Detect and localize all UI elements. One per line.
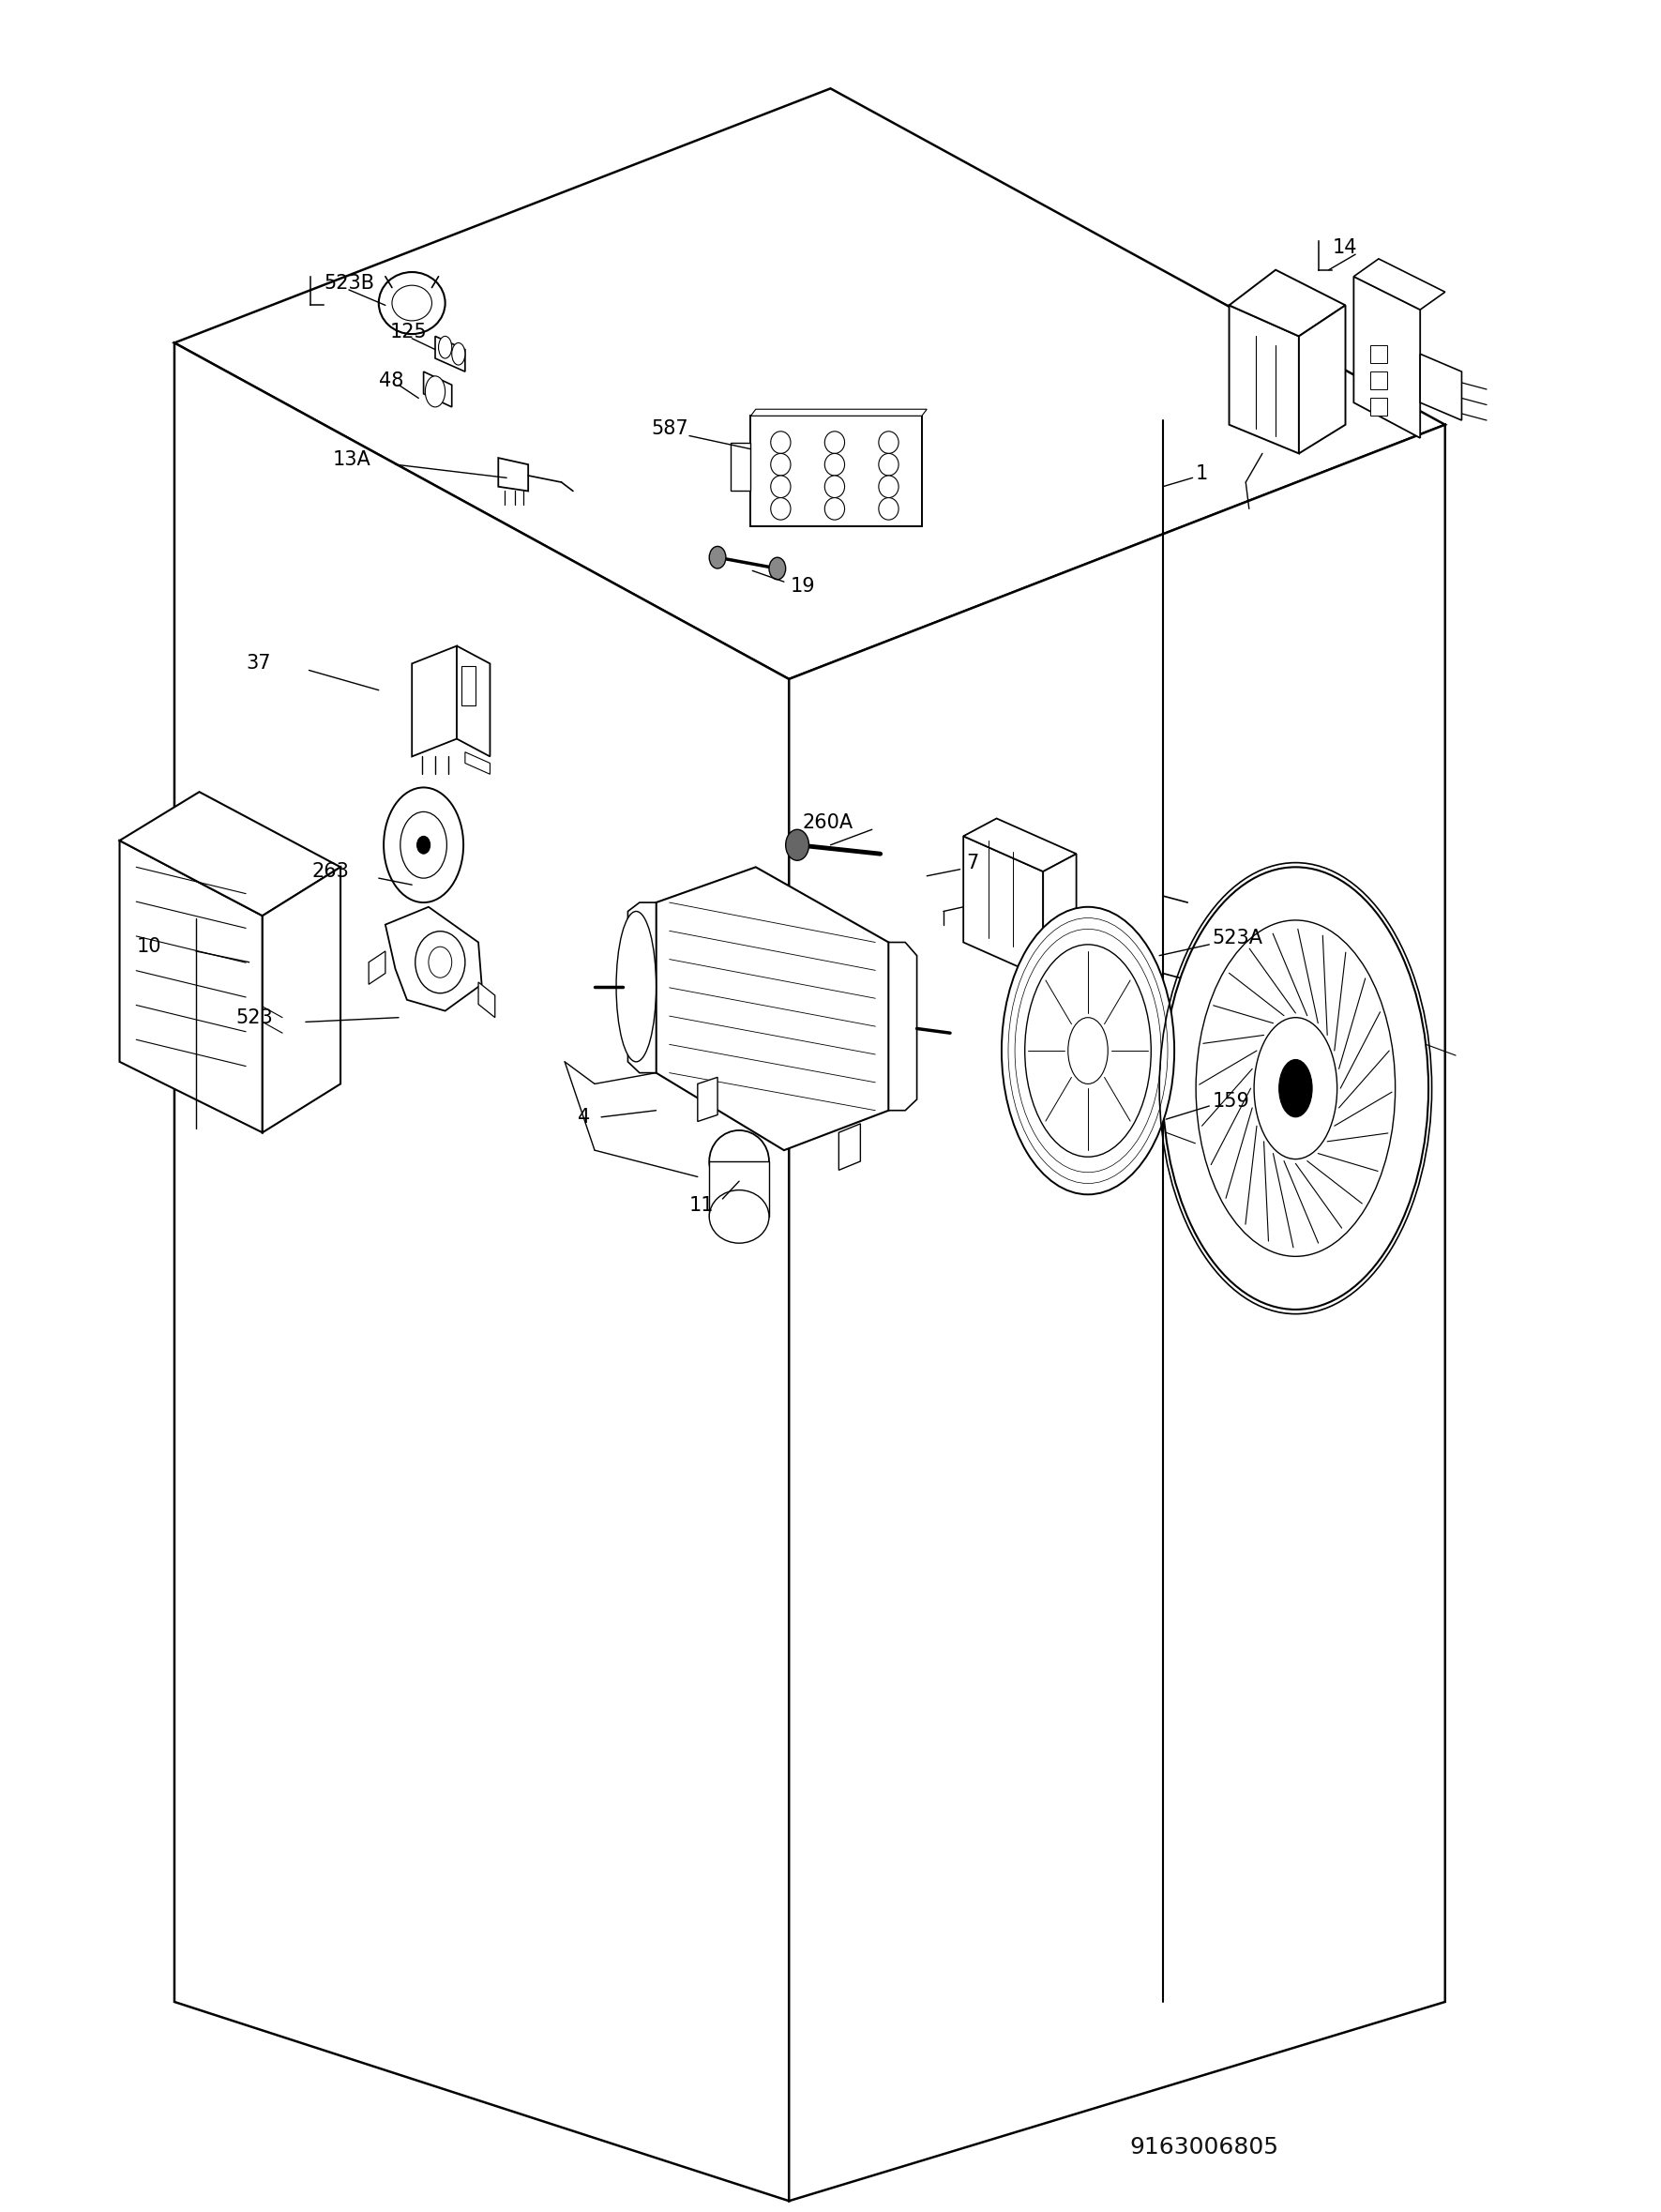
Text: 48: 48 xyxy=(379,372,404,389)
Polygon shape xyxy=(498,458,528,491)
Ellipse shape xyxy=(786,830,809,860)
Ellipse shape xyxy=(771,453,791,476)
Ellipse shape xyxy=(1254,1018,1337,1159)
Polygon shape xyxy=(1354,276,1420,438)
Ellipse shape xyxy=(1279,1060,1312,1117)
Ellipse shape xyxy=(769,557,786,580)
Text: 587: 587 xyxy=(651,420,688,438)
Ellipse shape xyxy=(1196,920,1395,1256)
Ellipse shape xyxy=(429,947,452,978)
Ellipse shape xyxy=(439,336,452,358)
Ellipse shape xyxy=(879,498,899,520)
Ellipse shape xyxy=(824,476,844,498)
Polygon shape xyxy=(839,1124,860,1170)
Text: 37: 37 xyxy=(246,655,271,672)
Polygon shape xyxy=(1043,854,1076,978)
Bar xyxy=(1370,372,1387,389)
Polygon shape xyxy=(709,1161,769,1217)
Polygon shape xyxy=(412,646,457,757)
Text: 523B: 523B xyxy=(324,274,374,292)
Polygon shape xyxy=(889,942,917,1110)
Ellipse shape xyxy=(392,285,432,321)
Ellipse shape xyxy=(771,431,791,453)
Polygon shape xyxy=(120,841,262,1133)
Polygon shape xyxy=(1299,305,1345,453)
Polygon shape xyxy=(1229,270,1345,336)
Polygon shape xyxy=(731,442,751,491)
Polygon shape xyxy=(478,982,495,1018)
Ellipse shape xyxy=(879,476,899,498)
Ellipse shape xyxy=(1025,945,1151,1157)
Ellipse shape xyxy=(709,546,726,568)
Text: 1: 1 xyxy=(1196,465,1208,482)
Ellipse shape xyxy=(425,376,445,407)
Polygon shape xyxy=(174,343,789,2201)
Text: 260A: 260A xyxy=(802,814,854,832)
Text: 19: 19 xyxy=(791,577,816,595)
Ellipse shape xyxy=(824,498,844,520)
Polygon shape xyxy=(385,907,482,1011)
Text: 10: 10 xyxy=(136,938,161,956)
Text: 4: 4 xyxy=(578,1108,590,1126)
Text: 159: 159 xyxy=(1213,1093,1251,1110)
Ellipse shape xyxy=(879,453,899,476)
Polygon shape xyxy=(963,818,1076,872)
Bar xyxy=(1370,345,1387,363)
Ellipse shape xyxy=(1163,867,1428,1310)
Text: 523A: 523A xyxy=(1213,929,1262,947)
Polygon shape xyxy=(1354,259,1445,310)
Bar xyxy=(462,666,475,706)
Ellipse shape xyxy=(415,931,465,993)
Text: 13A: 13A xyxy=(332,451,370,469)
Polygon shape xyxy=(751,409,927,416)
Polygon shape xyxy=(120,792,341,916)
Ellipse shape xyxy=(379,272,445,334)
Polygon shape xyxy=(751,416,922,526)
Ellipse shape xyxy=(771,498,791,520)
Polygon shape xyxy=(262,867,341,1133)
Polygon shape xyxy=(963,836,1043,978)
Text: 11: 11 xyxy=(689,1197,714,1214)
Ellipse shape xyxy=(1002,907,1174,1194)
Ellipse shape xyxy=(616,911,656,1062)
Ellipse shape xyxy=(384,787,463,902)
Text: 9163006805: 9163006805 xyxy=(1129,2137,1279,2159)
Polygon shape xyxy=(1229,305,1299,453)
Ellipse shape xyxy=(879,431,899,453)
Text: 263: 263 xyxy=(312,863,350,880)
Polygon shape xyxy=(424,372,452,407)
Polygon shape xyxy=(457,646,490,757)
Polygon shape xyxy=(435,336,465,372)
Text: 7: 7 xyxy=(967,854,978,872)
Ellipse shape xyxy=(709,1190,769,1243)
Polygon shape xyxy=(628,902,656,1073)
Bar xyxy=(1370,398,1387,416)
Text: 14: 14 xyxy=(1332,239,1357,257)
Ellipse shape xyxy=(709,1130,769,1192)
Ellipse shape xyxy=(400,812,447,878)
Ellipse shape xyxy=(417,836,430,854)
Text: 125: 125 xyxy=(390,323,427,341)
Ellipse shape xyxy=(824,431,844,453)
Polygon shape xyxy=(1420,354,1462,420)
Polygon shape xyxy=(465,752,490,774)
Ellipse shape xyxy=(771,476,791,498)
Ellipse shape xyxy=(452,343,465,365)
Ellipse shape xyxy=(824,453,844,476)
Ellipse shape xyxy=(1068,1018,1108,1084)
Text: 523: 523 xyxy=(236,1009,272,1026)
Polygon shape xyxy=(174,88,1445,679)
Polygon shape xyxy=(698,1077,718,1121)
Polygon shape xyxy=(369,951,385,984)
Polygon shape xyxy=(656,867,889,1150)
Polygon shape xyxy=(789,425,1445,2201)
